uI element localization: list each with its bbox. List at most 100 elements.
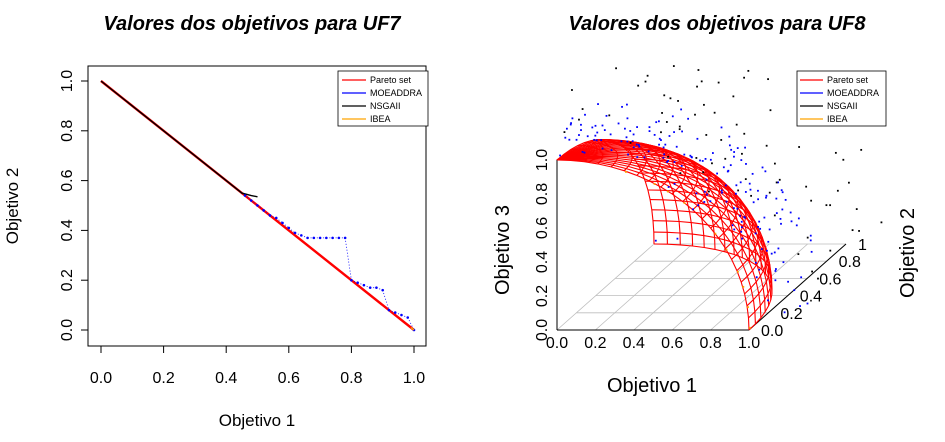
point-moeaddra-uf8 [764,170,767,173]
point-moeaddra-uf8 [773,251,776,254]
point-moeaddra-uf8 [781,191,784,194]
point-moeaddra-uf8 [752,201,755,204]
point-nsgaii-uf8 [679,172,682,175]
point-nsgaii-uf8 [855,208,858,210]
point-moeaddra-uf8 [703,190,706,193]
point-moeaddra-uf8 [736,147,739,149]
point-moeaddra-uf8 [745,163,747,165]
point-nsgaii-uf8 [747,69,750,72]
point-nsgaii-uf8 [720,139,723,141]
point-moeaddra-uf8 [729,164,732,167]
point-nsgaii-uf8 [848,181,850,184]
point-nsgaii-uf8 [737,189,740,192]
point-moeaddra-uf8 [647,150,650,153]
line-nsgaii [100,80,258,198]
point-nsgaii-uf8 [669,97,672,100]
segment-moeaddra [276,217,283,224]
point-moeaddra-uf8 [734,192,737,195]
point-nsgaii-uf8 [810,199,813,202]
x-tick-label-uf8: 0.0 [546,335,568,352]
x-axis-label-uf8: Objetivo 1 [607,375,697,397]
point-nsgaii-uf8 [798,146,801,148]
point-moeaddra-uf8 [624,127,626,130]
y-tick-label-uf8: 0.0 [761,323,783,340]
segment-moeaddra [363,284,371,289]
point-moeaddra-uf8 [673,131,675,134]
point-nsgaii-uf8 [732,95,735,98]
point-moeaddra-uf8 [601,147,604,150]
point-nsgaii-uf8 [707,190,710,193]
point-nsgaii-uf8 [672,65,675,67]
floor-gridline-y [633,243,732,331]
floor-gridline-y [710,243,808,331]
point-moeaddra-uf8 [662,146,665,149]
segment-moeaddra [407,317,415,331]
point-moeaddra-uf8 [735,184,738,187]
series-nsgaii [100,80,258,198]
point-moeaddra-uf8 [666,161,668,163]
point-nsgaii-uf8 [778,178,781,181]
point-moeaddra-uf8 [768,228,771,231]
point-nsgaii-uf8 [677,100,679,102]
point-moeaddra-uf8 [595,139,598,142]
point-moeaddra-uf8 [748,182,751,185]
point-moeaddra-uf8 [569,123,572,126]
point-moeaddra-uf8 [761,166,764,169]
point-ibea-uf8 [736,270,739,273]
point-moeaddra-uf8 [594,124,597,127]
segment-moeaddra [344,237,352,281]
point-moeaddra-uf8 [757,226,759,228]
segment-moeaddra [395,312,402,316]
point-moeaddra-uf8 [586,135,589,138]
point-ibea-uf8 [748,326,751,329]
point-moeaddra-uf8 [591,126,594,129]
point-moeaddra-uf8 [783,311,786,314]
point-moeaddra-uf8 [740,159,743,161]
surface-parallel [556,159,762,318]
point-moeaddra-uf8 [800,276,803,279]
point-moeaddra-uf8 [692,208,694,211]
point-moeaddra-uf8 [597,103,599,105]
legend-label-moeaddra: MOEADDRA [370,88,422,98]
point-moeaddra-uf8 [740,220,743,223]
surface-parallel [556,151,770,279]
point-moeaddra-uf8 [625,136,628,139]
point-nsgaii-uf8 [578,118,580,121]
point-nsgaii-uf8 [851,229,854,232]
ticks-uf8: 0.0 0.2 0.4 0.6 0.8 1.00.00.20.40.60.81.00.00… [534,149,867,352]
legend-uf7: Pareto set MOEADDRA NSGAII IBEA [337,70,429,127]
point-nsgaii-uf8 [629,141,632,144]
point-moeaddra-uf8 [728,144,731,147]
point-moeaddra-uf8 [793,289,796,292]
point-moeaddra-uf8 [720,126,723,129]
legend-uf8: Pareto set MOEADDRA NSGAII IBEA [796,70,887,127]
point-nsgaii-uf8 [797,253,800,256]
series-moeaddra [243,194,416,332]
point-moeaddra-uf8 [763,216,766,219]
point-moeaddra-uf8 [636,126,638,128]
point-ibea-uf8 [725,248,728,251]
y-tick-label-uf8: 0.6 [819,271,841,288]
point-moeaddra-uf8 [626,103,628,106]
point-nsgaii-uf8 [769,109,772,112]
point-moeaddra-uf8 [787,280,789,283]
point-nsgaii-uf8 [829,249,832,252]
point-moeaddra-uf8 [740,230,743,233]
y-tick-label-uf8: 0.4 [800,289,822,306]
point-moeaddra-uf8 [654,239,657,242]
point-moeaddra-uf8 [626,117,629,120]
point-moeaddra-uf8 [683,153,686,156]
legend-label-moeaddra-uf8: MOEADDRA [827,88,879,98]
point-nsgaii-uf8 [581,108,584,110]
point-nsgaii-uf8 [637,84,640,87]
point-moeaddra-uf8 [605,114,608,117]
surface-parallel [556,141,716,250]
x-tick-label-uf8: 0.8 [699,335,721,352]
point-moeaddra-uf8 [600,139,603,141]
point-moeaddra-uf8 [609,133,612,136]
point-nsgaii-uf8 [615,67,617,70]
point-moeaddra-uf8 [777,181,780,184]
point-nsgaii-uf8 [661,112,663,114]
point-moeaddra-uf8 [809,234,812,237]
point-moeaddra-uf8 [711,152,714,154]
